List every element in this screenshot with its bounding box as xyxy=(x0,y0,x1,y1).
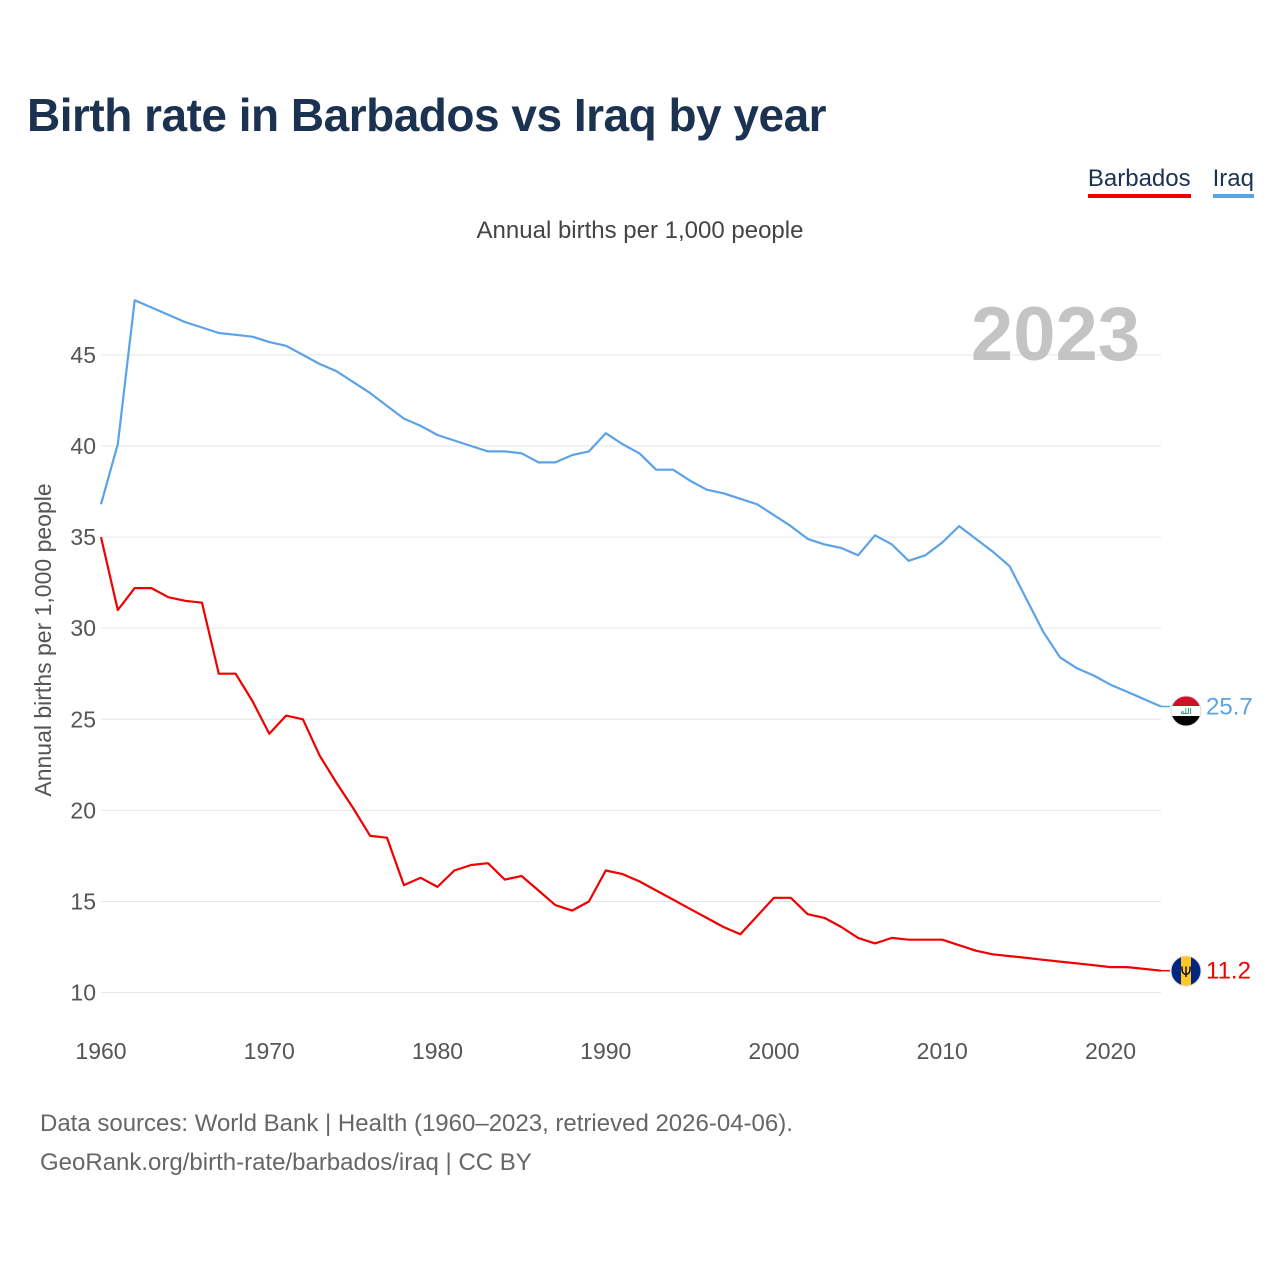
barbados-flag-icon: Ψ xyxy=(1171,956,1201,986)
x-tick-label: 2000 xyxy=(748,1038,799,1064)
source-text: Data sources: World Bank | Health (1960–… xyxy=(40,1110,793,1137)
y-axis-ticks: 10 15 20 25 30 35 40 45 xyxy=(70,342,96,1006)
gridlines xyxy=(101,354,1161,994)
x-tick-label: 1980 xyxy=(412,1038,463,1064)
y-tick-label: 20 xyxy=(70,797,96,823)
iraq-flag-icon: الله xyxy=(1171,696,1201,726)
chart-subtitle: Annual births per 1,000 people xyxy=(476,217,804,244)
legend-item-iraq[interactable]: Iraq xyxy=(1212,165,1254,198)
x-tick-label: 1970 xyxy=(244,1038,295,1064)
x-axis-ticks: 1960 1970 1980 1990 2000 2010 2020 xyxy=(75,1038,1136,1064)
y-tick-label: 40 xyxy=(70,433,96,459)
y-tick-label: 15 xyxy=(70,888,96,914)
svg-text:Ψ: Ψ xyxy=(1180,965,1191,981)
end-labels: 25.7 11.2 xyxy=(1161,694,1253,985)
end-label-iraq: 25.7 xyxy=(1206,694,1253,721)
legend-item-barbados[interactable]: Barbados xyxy=(1087,165,1191,198)
end-label-barbados: 11.2 xyxy=(1206,958,1251,985)
series-lines xyxy=(99,299,1162,972)
chart-title: Birth rate in Barbados vs Iraq by year xyxy=(27,89,827,141)
footer: Data sources: World Bank | Health (1960–… xyxy=(40,1104,793,1182)
series-line-iraq xyxy=(99,299,1162,708)
x-tick-label: 2010 xyxy=(917,1038,968,1064)
y-tick-label: 25 xyxy=(70,706,96,732)
series-line-barbados xyxy=(99,536,1162,972)
end-flags: الله Ψ xyxy=(1170,695,1202,987)
svg-text:الله: الله xyxy=(1180,707,1192,716)
legend: Barbados Iraq xyxy=(1087,165,1254,198)
attribution-text: GeoRank.org/birth-rate/barbados/iraq | C… xyxy=(40,1149,532,1176)
x-tick-label: 1960 xyxy=(75,1038,126,1064)
y-tick-label: 45 xyxy=(70,342,96,368)
y-tick-label: 30 xyxy=(70,615,96,641)
year-watermark: 2023 xyxy=(971,292,1140,377)
y-tick-label: 10 xyxy=(70,980,96,1006)
y-tick-label: 35 xyxy=(70,524,96,550)
y-axis-label: Annual births per 1,000 people xyxy=(30,483,56,796)
x-tick-label: 1990 xyxy=(580,1038,631,1064)
x-tick-label: 2020 xyxy=(1085,1038,1136,1064)
